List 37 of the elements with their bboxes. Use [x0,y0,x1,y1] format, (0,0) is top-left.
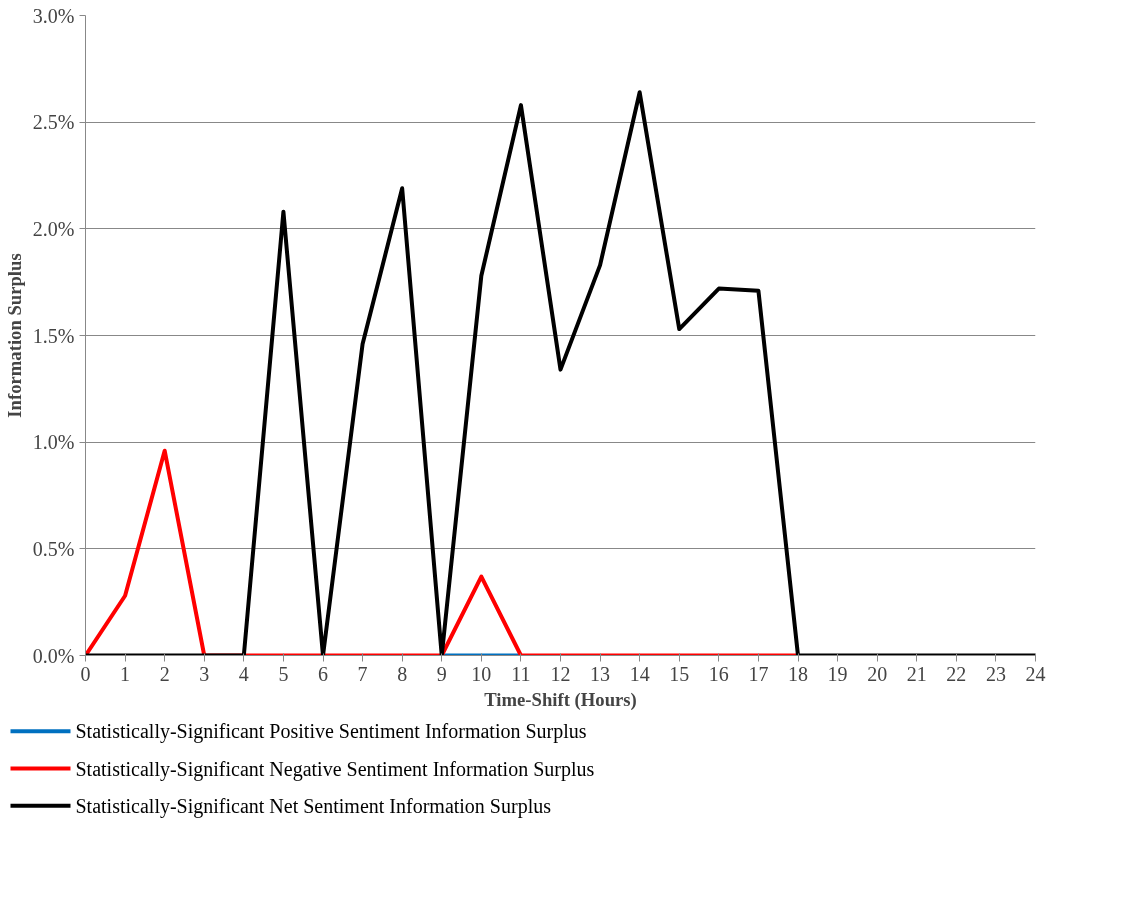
x-tick-label: 6 [318,662,328,685]
x-tick-label: 10 [471,662,492,685]
y-tick-label: 2.5% [32,111,75,134]
y-tick-label: 2.0% [32,217,75,240]
x-tick-label: 20 [867,662,888,685]
y-tick-label: 3.0% [32,4,75,27]
x-tick-label: 12 [550,662,571,685]
x-tick-label: 4 [238,662,249,685]
x-tick-label: 24 [1025,662,1046,685]
x-tick-label: 7 [357,662,368,685]
y-axis-title: Information Surplus [3,253,25,418]
x-tick-label: 17 [748,662,769,685]
y-tick-label: 0.5% [32,537,75,560]
y-tick-label: 0.0% [32,644,75,667]
legend-label: Statistically-Significant Positive Sentiment Information Surplus [75,720,587,744]
x-tick-label: 18 [788,662,808,685]
legend-label: Statistically-Significant Net Sentiment Information Surplus [75,794,552,818]
x-tick-label: 16 [708,662,729,685]
x-tick-label: 8 [397,662,408,685]
x-tick-label: 1 [120,662,131,685]
x-tick-label: 3 [199,662,210,685]
x-tick-label: 11 [511,662,531,685]
x-tick-label: 15 [669,662,690,685]
x-tick-label: 2 [159,662,170,685]
x-tick-label: 5 [278,662,289,685]
x-tick-label: 22 [946,662,967,685]
y-tick-label: 1.5% [32,324,75,347]
y-tick-label: 1.0% [32,431,75,454]
x-axis-title: Time-Shift (Hours) [484,688,637,711]
x-tick-label: 21 [906,662,927,685]
legend-label: Statistically-Significant Negative Sentiment Information Surplus [75,757,595,781]
x-tick-label: 9 [436,662,447,685]
x-tick-label: 13 [590,662,611,685]
x-tick-label: 0 [80,662,91,685]
x-tick-label: 14 [629,662,650,685]
x-tick-label: 19 [827,662,848,685]
x-tick-label: 23 [985,662,1006,685]
